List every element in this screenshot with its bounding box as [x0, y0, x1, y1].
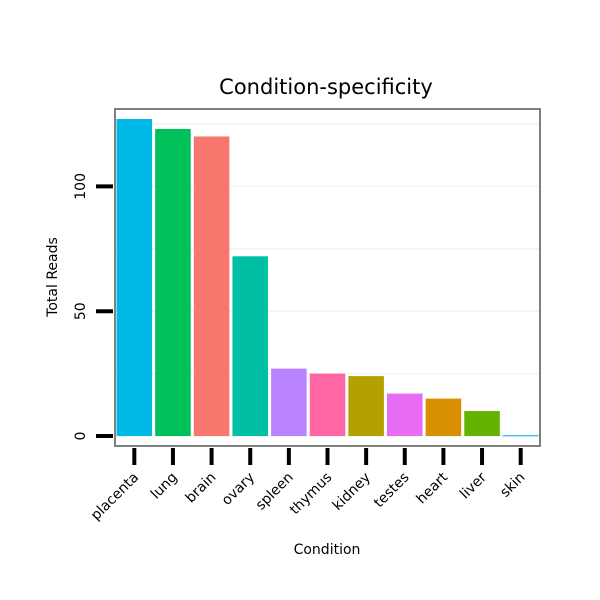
x-tick-label-thymus: thymus — [287, 470, 335, 518]
x-tick-label-lung: lung — [148, 470, 181, 503]
x-tick-label-heart: heart — [414, 469, 452, 507]
bar-thymus — [309, 373, 346, 437]
x-tick-label-kidney: kidney — [330, 470, 374, 514]
bar-placenta — [116, 118, 153, 437]
y-tick-label: 0 — [73, 432, 89, 441]
x-axis-title: Condition — [294, 542, 361, 558]
x-tick-label-testes: testes — [371, 470, 413, 512]
y-axis-ticks: 0 50 100 — [73, 173, 113, 440]
plot-panel-border — [114, 108, 541, 447]
bar-heart — [425, 398, 462, 437]
bar-testes — [387, 393, 423, 437]
bar-ovary — [232, 256, 268, 437]
chart-title: Condition-specificity — [219, 75, 433, 99]
bar-brain — [193, 136, 230, 437]
bar-skin — [502, 435, 539, 437]
x-tick-label-placenta: placenta — [88, 470, 142, 524]
y-axis-title: Total Reads — [45, 237, 61, 318]
y-tick-label: 100 — [73, 173, 89, 200]
x-axis-ticks: placenta lung brain ovaryspleenthymuskidney… — [88, 448, 529, 524]
bar-spleen — [271, 368, 307, 437]
bar-lung — [155, 128, 191, 437]
x-tick-label-skin: skin — [497, 470, 528, 501]
bar-liver — [464, 411, 500, 437]
bars — [116, 118, 539, 437]
x-tick-label-liver: liver — [457, 469, 490, 502]
bar-kidney — [348, 376, 384, 437]
y-tick-label: 50 — [73, 302, 89, 320]
x-tick-label-brain: brain — [183, 470, 220, 507]
